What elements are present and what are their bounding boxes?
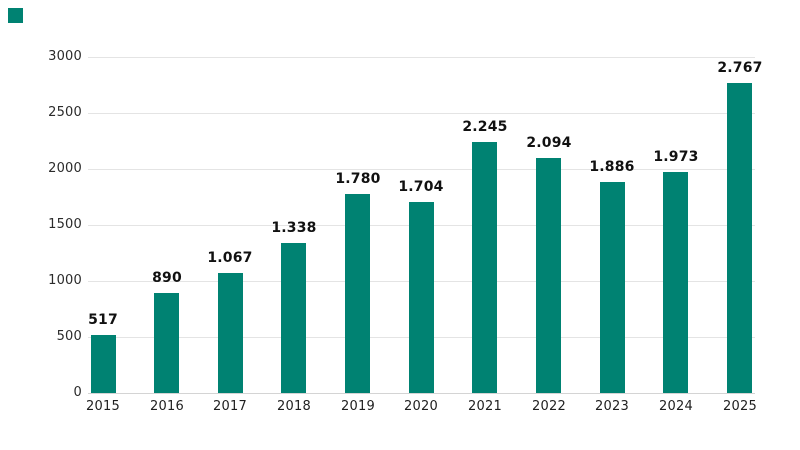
x-tick-label-2022: 2022 — [532, 399, 566, 414]
bar-2025 — [727, 83, 752, 393]
x-tick-label-2016: 2016 — [150, 399, 184, 414]
logo-icon — [8, 8, 23, 23]
y-tick-label: 3000 — [48, 49, 82, 64]
x-tick-label-2015: 2015 — [86, 399, 120, 414]
x-tick-label-2019: 2019 — [341, 399, 375, 414]
x-axis-line — [88, 393, 755, 394]
x-tick-label-2025: 2025 — [723, 399, 757, 414]
x-tick-label-2023: 2023 — [595, 399, 629, 414]
y-tick-label: 1500 — [48, 217, 82, 232]
y-tick-label: 2500 — [48, 105, 82, 120]
x-tick-label-2024: 2024 — [659, 399, 693, 414]
gridline — [88, 57, 755, 58]
value-label-2016: 890 — [152, 270, 182, 286]
bar-2016 — [154, 293, 179, 393]
value-label-2024: 1.973 — [653, 149, 699, 165]
x-tick-label-2018: 2018 — [277, 399, 311, 414]
bar-2017 — [218, 273, 243, 393]
bar-2024 — [663, 172, 688, 393]
value-label-2015: 517 — [88, 312, 118, 328]
x-tick-label-2020: 2020 — [404, 399, 438, 414]
bar-2023 — [600, 182, 625, 393]
value-label-2020: 1.704 — [398, 179, 444, 195]
bar-2019 — [345, 194, 370, 393]
gridline — [88, 169, 755, 170]
value-label-2021: 2.245 — [462, 119, 508, 135]
y-tick-label: 0 — [73, 385, 82, 400]
bar-2022 — [536, 158, 561, 393]
x-tick-label-2017: 2017 — [213, 399, 247, 414]
value-label-2018: 1.338 — [271, 220, 317, 236]
bar-2018 — [281, 243, 306, 393]
x-tick-label-2021: 2021 — [468, 399, 502, 414]
value-label-2023: 1.886 — [589, 159, 635, 175]
value-label-2022: 2.094 — [526, 135, 572, 151]
value-label-2019: 1.780 — [335, 171, 381, 187]
value-label-2017: 1.067 — [207, 250, 253, 266]
value-label-2025: 2.767 — [717, 60, 763, 76]
bar-2015 — [91, 335, 116, 393]
gridline — [88, 113, 755, 114]
y-tick-label: 1000 — [48, 273, 82, 288]
bar-2021 — [472, 142, 497, 393]
y-tick-label: 500 — [56, 329, 82, 344]
bar-2020 — [409, 202, 434, 393]
y-tick-label: 2000 — [48, 161, 82, 176]
